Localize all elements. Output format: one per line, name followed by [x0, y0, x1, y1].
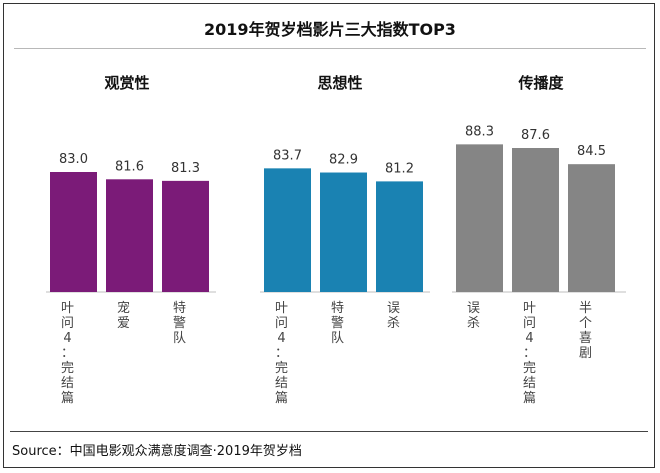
panel-0-value-label-2: 81.3: [171, 161, 200, 176]
panel-2-category-label-0: 误杀: [467, 301, 480, 331]
panel-0-bar-0: [50, 172, 97, 292]
panel-0-category-label-2: 特警队: [173, 301, 186, 346]
panel-1-bar-0: [264, 168, 311, 292]
panel-0-bar-1: [106, 179, 153, 292]
panel-2-category-label-1: 叶问 4 ：完结篇: [523, 301, 536, 406]
panel-1-bar-2: [376, 181, 423, 292]
panel-1-value-label-1: 82.9: [329, 153, 358, 168]
panel-1-value-label-0: 83.7: [273, 148, 302, 163]
title-divider: [14, 48, 646, 49]
chart-title: 2019年贺岁档影片三大指数TOP3: [204, 20, 456, 39]
panel-2-value-label-0: 88.3: [465, 124, 494, 139]
source-note: Source：中国电影观众满意度调查·2019年贺岁档: [12, 444, 302, 459]
panel-1-category-label-2: 误杀: [387, 301, 400, 331]
panel-0-value-label-0: 83.0: [59, 152, 88, 167]
panel-0-category-label-0: 叶问 4 ：完结篇: [61, 301, 74, 406]
panel-2-bar-0: [456, 144, 503, 292]
panel-0-bar-2: [162, 180, 209, 292]
group-title-thought: 思想性: [317, 74, 363, 92]
panel-1-bar-1: [320, 172, 367, 292]
panel-2-value-label-1: 87.6: [521, 128, 550, 143]
panel-1-value-label-2: 81.2: [385, 161, 414, 176]
panel-1-category-label-0: 叶问 4 ：完结篇: [275, 301, 288, 406]
panel-2-bar-2: [568, 164, 615, 292]
group-title-viewing: 观赏性: [104, 74, 150, 92]
panel-0-value-label-1: 81.6: [115, 159, 144, 174]
panel-0-category-label-1: 宠爱: [117, 300, 130, 331]
panel-2-bar-1: [512, 148, 559, 292]
group-title-spread: 传播度: [518, 74, 564, 92]
panel-1-category-label-1: 特警队: [331, 301, 344, 346]
panel-2-value-label-2: 84.5: [577, 144, 606, 159]
panel-2-category-label-2: 半个喜剧: [579, 301, 592, 361]
source-divider: [10, 431, 648, 432]
